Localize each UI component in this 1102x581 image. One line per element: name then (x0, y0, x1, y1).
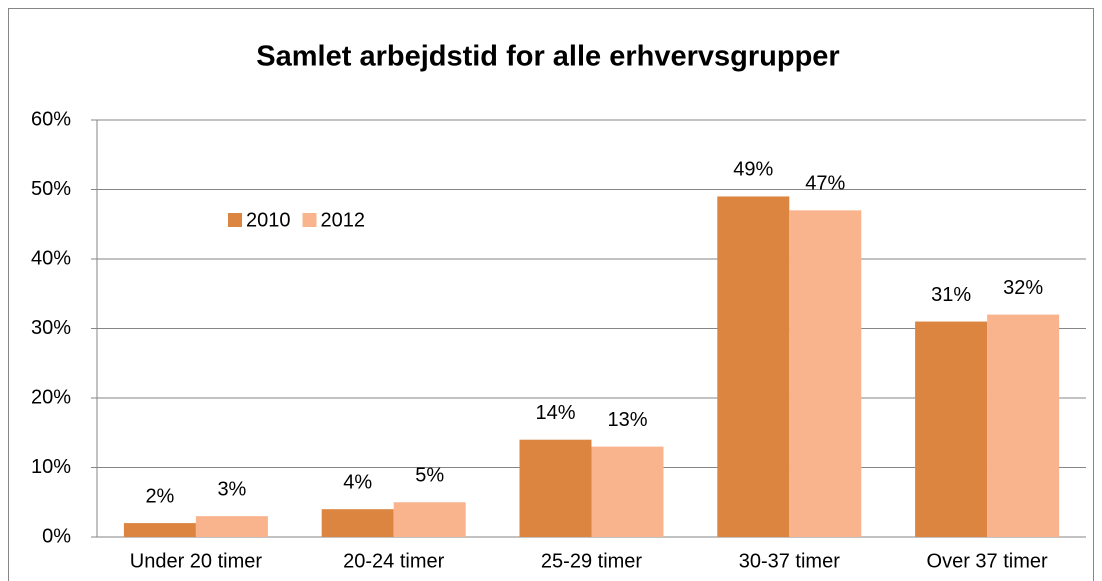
bar (987, 314, 1060, 537)
bar (321, 509, 394, 537)
x-tick-label: 20-24 timer (343, 550, 444, 572)
y-tick-label: 40% (31, 247, 71, 269)
value-label: 3% (217, 478, 246, 500)
y-tick-label: 10% (31, 456, 71, 478)
x-tick-label: Under 20 timer (130, 550, 263, 572)
bar (789, 210, 862, 537)
legend-label: 2012 (321, 209, 366, 231)
legend-swatch (302, 213, 317, 227)
value-label: 13% (607, 409, 647, 431)
bar (717, 196, 790, 537)
value-label: 5% (415, 465, 444, 487)
y-tick-label: 60% (31, 108, 71, 130)
y-tick-label: 30% (31, 317, 71, 339)
value-label: 14% (535, 402, 575, 424)
legend-swatch (228, 213, 242, 227)
bar (519, 439, 592, 537)
bar (393, 502, 466, 537)
bar (591, 446, 664, 537)
value-label: 49% (733, 159, 773, 181)
chart-title: Samlet arbejdstid for alle erhvervsgrupp… (256, 41, 839, 73)
value-label: 4% (343, 471, 372, 493)
x-tick-label: Over 37 timer (927, 550, 1048, 572)
x-tick-label: 30-37 timer (739, 550, 840, 572)
x-tick-label: 25-29 timer (541, 550, 642, 572)
value-label: 2% (145, 485, 174, 507)
legend-label: 2010 (246, 209, 291, 231)
y-tick-label: 20% (31, 386, 71, 408)
value-label: 47% (805, 173, 845, 195)
bar (915, 321, 988, 537)
bar (123, 523, 196, 537)
value-label: 32% (1003, 277, 1043, 299)
y-tick-label: 0% (42, 525, 71, 547)
y-tick-label: 50% (31, 178, 71, 200)
value-label: 31% (931, 284, 971, 306)
bar (195, 516, 268, 537)
